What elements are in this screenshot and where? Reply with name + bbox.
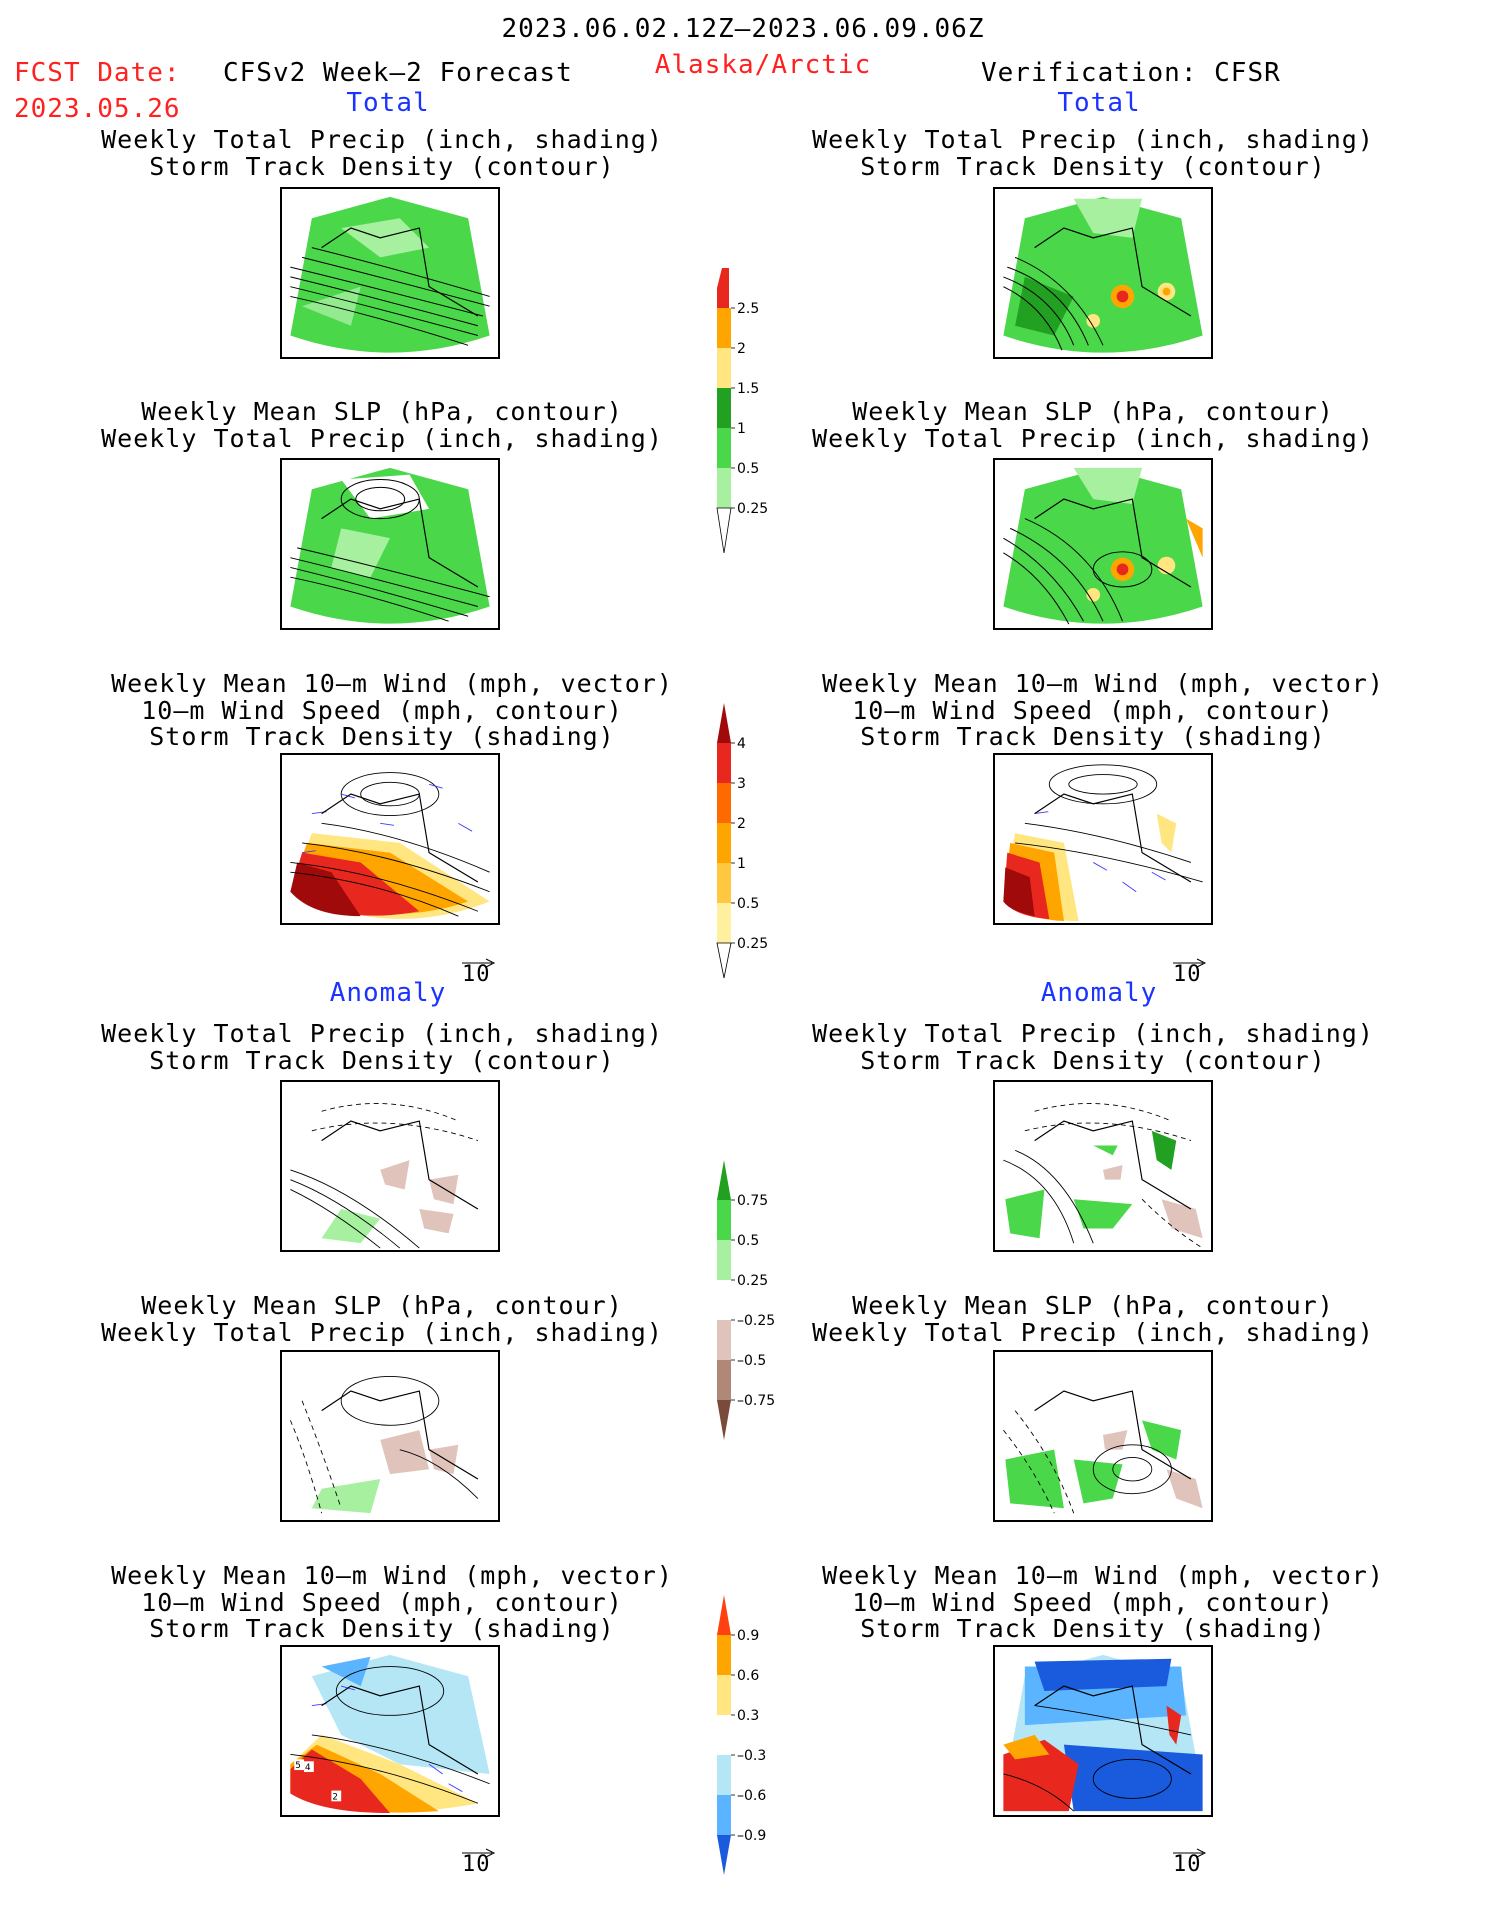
vector-reference-label: 10 [462,1852,491,1877]
vector-reference-label: 10 [1173,1852,1202,1877]
map-anomaly-slp-forecast [280,1350,500,1522]
colorbar-tick-label: 1.5 [737,381,759,397]
colorbar-tick-label: 3 [737,776,746,792]
colorbar-tick-label: 2 [737,816,746,832]
vector-reference-arrow [462,1840,496,1865]
map-anomaly-slp-verification [993,1350,1213,1522]
panel-title-line: Weekly Mean 10–m Wind (mph, vector) [111,669,673,698]
panel-title-line: Weekly Mean 10–m Wind (mph, vector) [111,1561,673,1590]
panel-title-line: 10–m Wind Speed (mph, contour) [852,1588,1334,1617]
colorbar-tick-label: 0.9 [737,1628,759,1644]
panel-title-line: Weekly Total Precip (inch, shading) [812,125,1374,154]
panel-title-line: Weekly Mean SLP (hPa, contour) [141,1291,623,1320]
map-total-wind-forecast [280,753,500,925]
panel-title-line: Storm Track Density (contour) [149,1046,615,1075]
section-total-left: Total [346,88,430,118]
colorbar-tick-label: 0.3 [737,1708,759,1724]
panel-title-line: Storm Track Density (contour) [149,152,615,181]
map-total-slp-verification [993,458,1213,630]
colorbar-precip-anomaly: 0.75 0.5 0.25 –0.25 –0.5 –0.75 [717,1160,817,1454]
colorbar-tick-label: –0.9 [737,1828,766,1844]
panel-title-line: Storm Track Density (shading) [860,722,1326,751]
panel-title-line: Weekly Total Precip (inch, shading) [812,1318,1374,1347]
colorbar-tick-label: –0.5 [737,1353,766,1369]
colorbar-tick-label: 0.75 [737,1193,768,1209]
svg-text:4: 4 [305,1763,311,1773]
colorbar-tick-label: 0.5 [737,896,759,912]
vector-reference-arrow [1173,950,1207,975]
colorbar-tick-label: 0.5 [737,1233,759,1249]
panel-title-line: Weekly Mean 10–m Wind (mph, vector) [822,1561,1384,1590]
colorbar-tick-label: 0.25 [737,936,768,952]
colorbar-tick-label: 4 [737,736,746,752]
panel-title-line: Storm Track Density (shading) [149,722,615,751]
colorbar-tick-label: 1 [737,421,746,437]
colorbar-tick-label: –0.6 [737,1788,766,1804]
fcst-date-value: 2023.05.26 [14,94,181,124]
panel-title-line: Weekly Total Precip (inch, shading) [812,424,1374,453]
svg-text:2: 2 [332,1792,338,1802]
verification-label: Verification: CFSR [981,58,1281,88]
svg-text:5: 5 [295,1761,301,1771]
panel-title-line: Weekly Mean 10–m Wind (mph, vector) [822,669,1384,698]
colorbar-tick-label: –0.25 [737,1313,775,1329]
panel-title-line: Storm Track Density (shading) [149,1614,615,1643]
map-anomaly-wind-verification [993,1645,1213,1817]
region-label: Alaska/Arctic [654,50,872,80]
panel-title-line: Storm Track Density (contour) [860,1046,1326,1075]
panel-title-line: 10–m Wind Speed (mph, contour) [852,696,1334,725]
map-anomaly-wind-forecast: 5 4 2 [280,1645,500,1817]
panel-title-line: Weekly Mean SLP (hPa, contour) [852,397,1334,426]
vector-reference-arrow [462,950,496,975]
colorbar-tick-label: 1 [737,856,746,872]
vector-reference-label: 10 [1173,962,1202,987]
colorbar-storm-track-total: 4 3 2 1 0.5 0.25 [716,703,807,997]
colorbar-tick-label: –0.3 [737,1748,766,1764]
colorbar-tick-label: 2.5 [737,301,759,317]
panel-title-line: Weekly Total Precip (inch, shading) [101,1318,663,1347]
map-total-precip-verification [993,187,1213,359]
colorbar-tick-label: 0.25 [737,501,768,517]
colorbar-storm-track-anomaly: 0.9 0.6 0.3 –0.3 –0.6 –0.9 [717,1595,817,1889]
colorbar-tick-label: –0.75 [737,1393,775,1409]
panel-title-line: Weekly Total Precip (inch, shading) [101,1019,663,1048]
colorbar-tick-label: 0.25 [737,1273,768,1289]
panel-title-line: Weekly Total Precip (inch, shading) [101,125,663,154]
colorbar-tick-label: 0.6 [737,1668,759,1684]
period-title: 2023.06.02.12Z–2023.06.09.06Z [501,14,985,44]
panel-title-line: Storm Track Density (contour) [860,152,1326,181]
panel-title-line: 10–m Wind Speed (mph, contour) [141,696,623,725]
forecast-label: CFSv2 Week–2 Forecast [223,58,573,88]
panel-title-line: Weekly Mean SLP (hPa, contour) [852,1291,1334,1320]
colorbar-tick-label: 2 [737,341,746,357]
panel-title-line: Weekly Mean SLP (hPa, contour) [141,397,623,426]
section-total-right: Total [1057,88,1141,118]
map-anomaly-precip-verification [993,1080,1213,1252]
vector-reference-arrow [1173,1840,1207,1865]
section-anomaly-left: Anomaly [329,978,447,1008]
panel-title-line: Weekly Total Precip (inch, shading) [812,1019,1374,1048]
panel-title-line: 10–m Wind Speed (mph, contour) [141,1588,623,1617]
map-anomaly-precip-forecast [280,1080,500,1252]
fcst-date-label: FCST Date: [14,58,181,88]
panel-title-line: Weekly Total Precip (inch, shading) [101,424,663,453]
colorbar-precip-total: 2.5 2 1.5 1 0.5 0.25 [716,268,807,562]
panel-title-line: Storm Track Density (shading) [860,1614,1326,1643]
section-anomaly-right: Anomaly [1040,978,1158,1008]
vector-reference-label: 10 [462,962,491,987]
map-total-precip-forecast [280,187,500,359]
map-total-wind-verification [993,753,1213,925]
colorbar-tick-label: 0.5 [737,461,759,477]
map-total-slp-forecast [280,458,500,630]
